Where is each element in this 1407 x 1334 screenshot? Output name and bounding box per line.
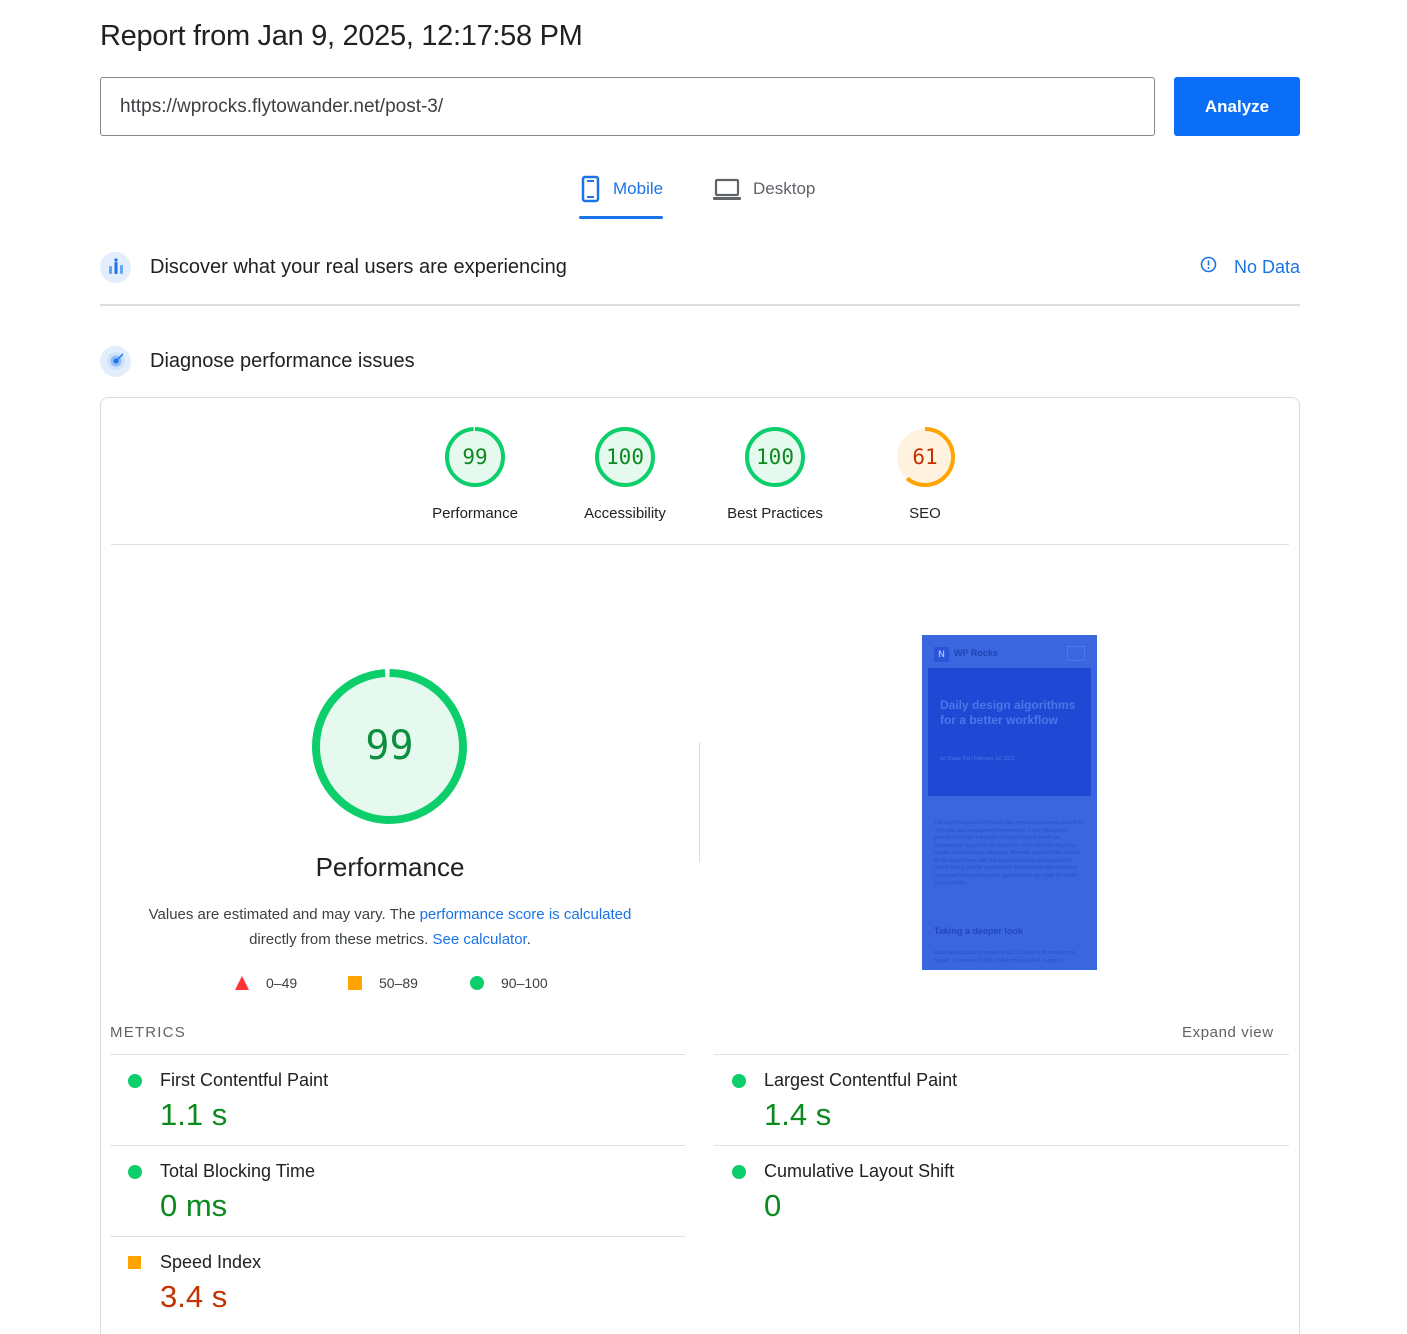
vertical-divider [699, 742, 700, 862]
desc-text: . [526, 931, 531, 948]
metric-value: 1.1 s [160, 1097, 228, 1132]
performance-big-gauge [312, 669, 467, 824]
tab-desktop-label: Desktop [753, 179, 816, 198]
score-calculated-link[interactable]: performance score is calculated [419, 906, 632, 923]
screenshot-hero-title: Daily design algorithms for a better wor… [940, 698, 1076, 727]
gauge-arc [595, 427, 655, 487]
screenshot-brand: WP Rocks [954, 648, 998, 658]
gauge-score: 100 [606, 445, 644, 469]
page-screenshot[interactable]: N WP Rocks Daily design algorithms for a… [922, 635, 1097, 970]
metric-total-blocking-time: Total Blocking Time 0 ms [110, 1145, 685, 1236]
desc-text: directly from these metrics. [249, 931, 433, 948]
expand-view-toggle[interactable]: Expand view [1182, 1024, 1274, 1041]
gauge-performance[interactable]: 99 Performance [415, 427, 535, 522]
metric-name: Speed Index [160, 1252, 262, 1272]
gauge-ring [595, 427, 655, 487]
mobile-icon [579, 170, 601, 209]
performance-title: Performance [315, 852, 465, 882]
url-input[interactable] [100, 77, 1155, 136]
metric-name: Total Blocking Time [160, 1161, 316, 1181]
gauge-ring [895, 427, 955, 487]
report-title: Report from Jan 9, 2025, 12:17:58 PM [100, 20, 583, 52]
legend-average: 50–89 [348, 975, 418, 991]
metric-name: Largest Contentful Paint [764, 1070, 958, 1090]
gauge-ring [745, 427, 805, 487]
tab-desktop[interactable]: Desktop [713, 170, 815, 220]
metric-value: 3.4 s [160, 1279, 228, 1314]
report-card [100, 397, 1300, 1334]
orange-square-icon [128, 1256, 141, 1269]
analyze-button[interactable]: Analyze [1174, 77, 1300, 136]
metric-value: 0 ms [160, 1188, 228, 1223]
legend-pass: 90–100 [470, 975, 548, 991]
screenshot-header: N WP Rocks [922, 635, 1097, 665]
crux-section-header: Discover what your real users are experi… [100, 251, 1300, 283]
gauge-background [897, 429, 953, 485]
metric-first-contentful-paint: First Contentful Paint 1.1 s [110, 1054, 685, 1145]
gauge-arc [312, 669, 467, 824]
diagnose-section-header: Diagnose performance issues [100, 345, 1300, 377]
gauge-background [316, 673, 463, 820]
gauge-score: 99 [462, 445, 488, 469]
no-data-link[interactable]: No Data [1200, 256, 1300, 278]
screenshot-body-2: Apple saw its profit increased to $11.52… [934, 950, 1075, 964]
gauge-score: 100 [756, 445, 794, 469]
tab-mobile-label: Mobile [613, 179, 664, 198]
no-data-label: No Data [1233, 256, 1300, 277]
metric-largest-contentful-paint: Largest Contentful Paint 1.4 s [714, 1054, 1289, 1145]
performance-description: Values are estimated and may vary. The p… [130, 902, 650, 952]
screenshot-hero-meta: by Chase Pol / February 18, 2021 [940, 756, 1015, 762]
legend-fail: 0–49 [235, 975, 297, 991]
gauge-background [597, 429, 653, 485]
gauge-label: SEO [909, 505, 941, 522]
gauge-arc [745, 427, 805, 487]
screenshot-hero: Daily design algorithms for a better wor… [928, 668, 1091, 796]
tab-mobile[interactable]: Mobile [579, 170, 664, 220]
orange-square-icon [348, 976, 362, 990]
green-circle-icon [732, 1165, 746, 1179]
gauge-label: Best Practices [727, 505, 823, 522]
hamburger-menu-icon [1067, 646, 1085, 661]
red-triangle-icon [235, 976, 249, 990]
legend-range: 0–49 [266, 975, 298, 991]
metric-speed-index: Speed Index 3.4 s [110, 1236, 685, 1327]
green-circle-icon [732, 1074, 746, 1088]
crux-title: Discover what your real users are experi… [150, 255, 567, 278]
diagnose-radar-icon [100, 345, 131, 377]
see-calculator-link[interactable]: See calculator [432, 931, 527, 948]
gauge-label: Accessibility [584, 505, 666, 522]
users-chart-icon [100, 251, 131, 283]
green-circle-icon [128, 1165, 142, 1179]
gauge-background [747, 429, 803, 485]
legend-range: 50–89 [379, 975, 418, 991]
gauge-best-practices[interactable]: 100 Best Practices [715, 427, 835, 522]
gauge-arc [895, 427, 955, 487]
desc-text: Values are estimated and may vary. The [148, 906, 420, 923]
performance-big-score: 99 [365, 723, 414, 769]
metric-name: First Contentful Paint [160, 1070, 329, 1090]
diagnose-title: Diagnose performance issues [150, 349, 415, 372]
screenshot-body: The algorithm is used by health care pro… [934, 820, 1085, 886]
gauge-label: Performance [432, 505, 518, 522]
card-divider [111, 544, 1289, 545]
screenshot-logo: N [934, 647, 949, 662]
info-icon [1200, 256, 1217, 278]
laptop-icon [713, 170, 741, 209]
green-circle-icon [470, 976, 484, 990]
screenshot-subheading: Taking a deeper look [934, 926, 1023, 936]
gauge-seo[interactable]: 61 SEO [865, 427, 985, 522]
gauge-score: 61 [912, 445, 938, 469]
metric-name: Cumulative Layout Shift [764, 1161, 955, 1181]
legend-range: 90–100 [501, 975, 548, 991]
metrics-label: METRICS [110, 1024, 186, 1041]
gauge-accessibility[interactable]: 100 Accessibility [565, 427, 685, 522]
metric-value: 0 [764, 1188, 782, 1223]
metric-cumulative-layout-shift: Cumulative Layout Shift 0 [714, 1145, 1289, 1236]
gauge-background [447, 429, 503, 485]
gauge-arc [445, 427, 505, 487]
metric-value: 1.4 s [764, 1097, 832, 1132]
gauge-ring [445, 427, 505, 487]
green-circle-icon [128, 1074, 142, 1088]
section-divider [100, 304, 1300, 306]
